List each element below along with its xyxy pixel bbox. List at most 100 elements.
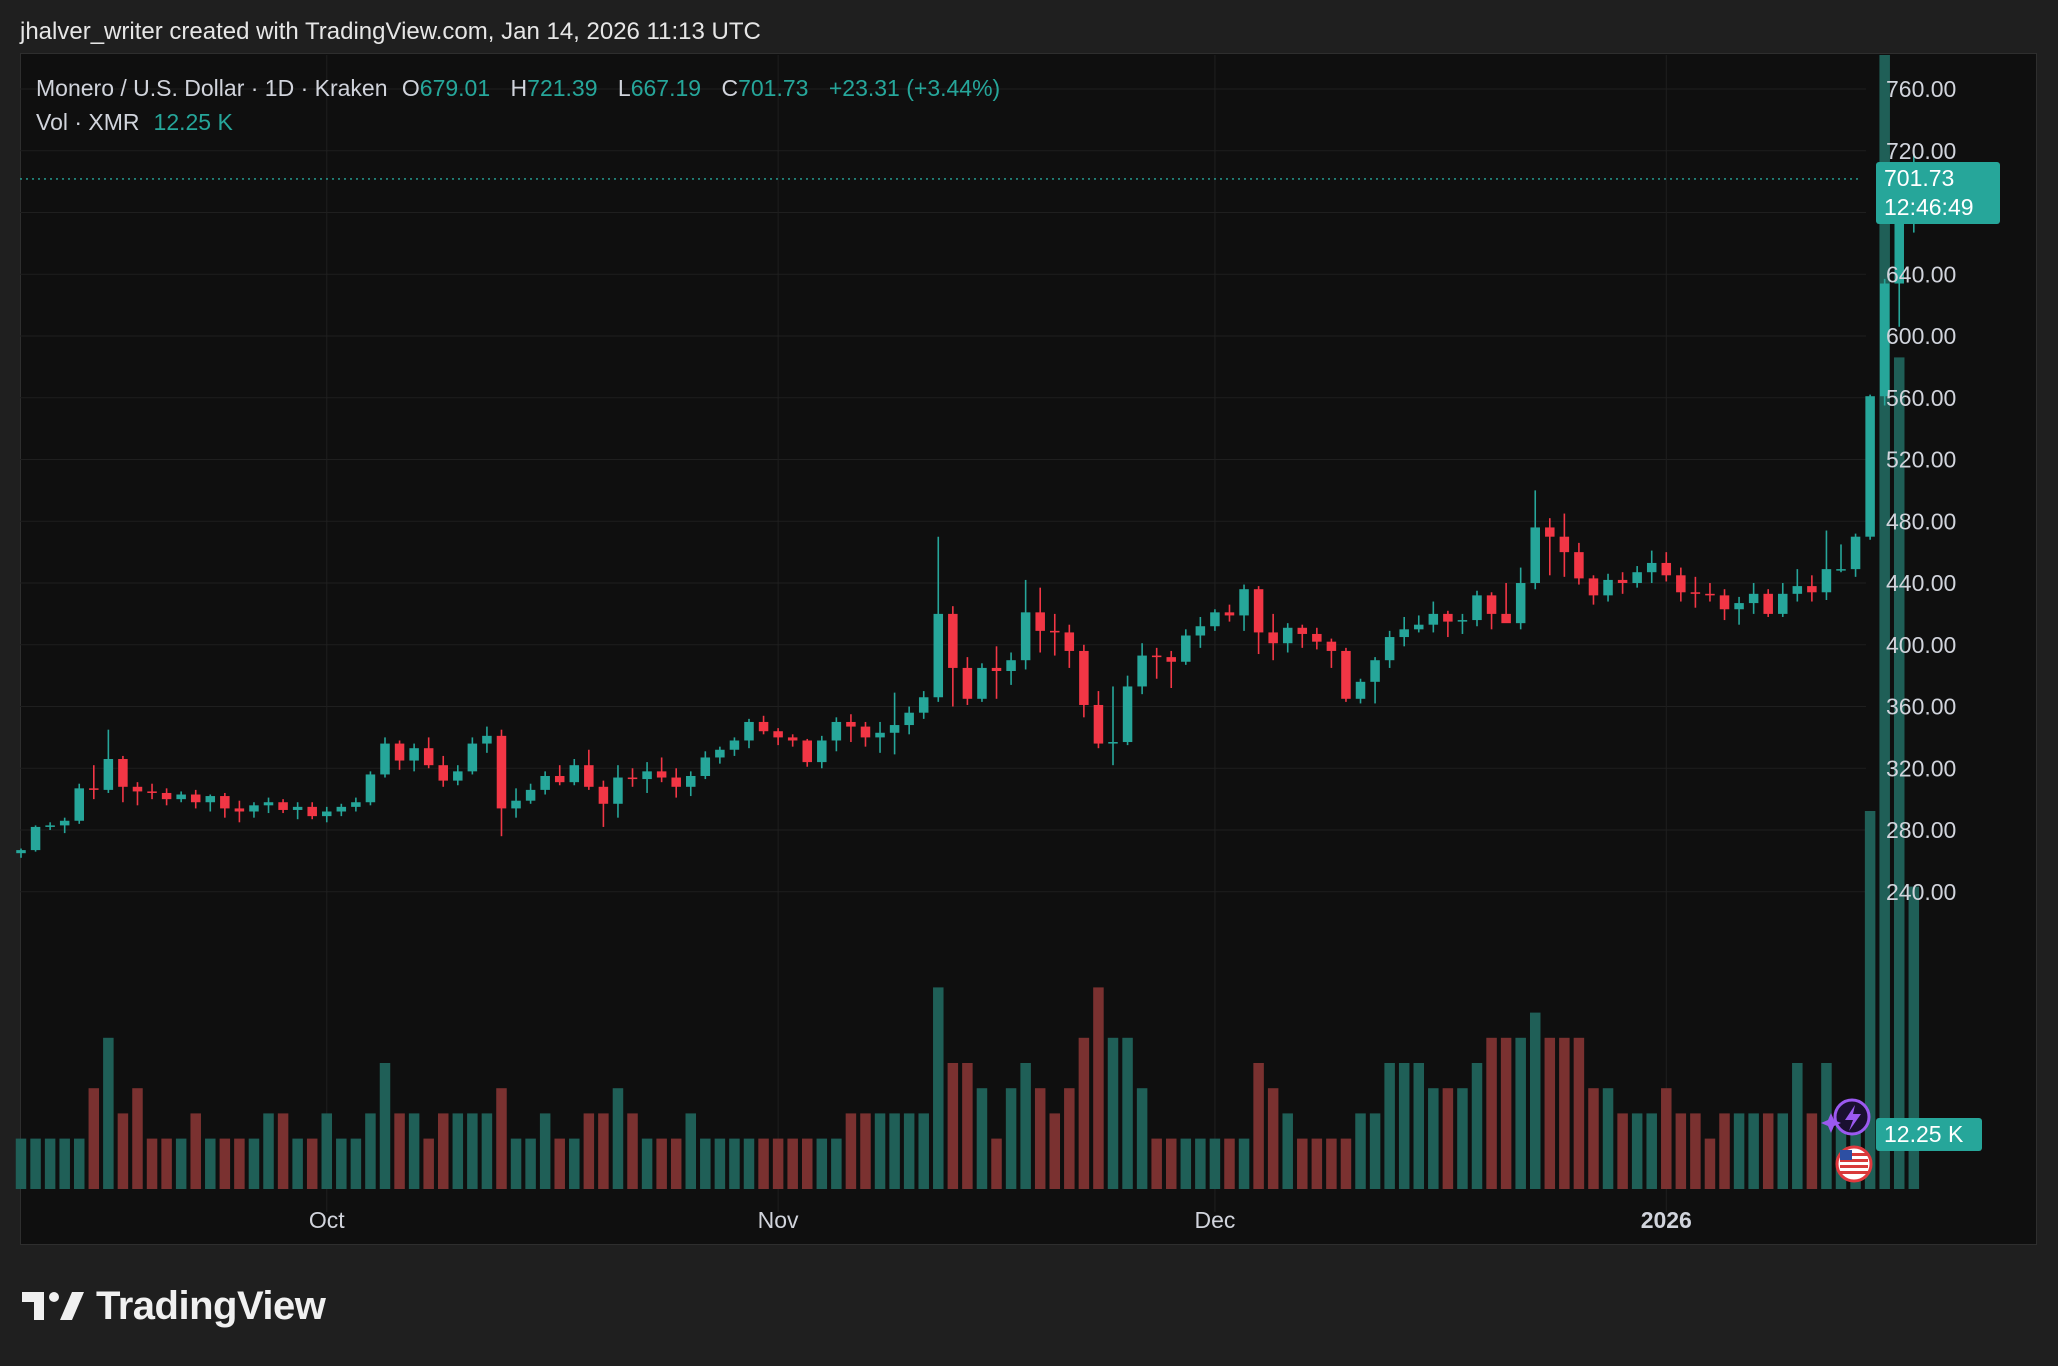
- volume-bar: [1457, 1088, 1468, 1189]
- candle-body: [918, 697, 929, 713]
- volume-bar: [1442, 1088, 1454, 1189]
- candle-body: [1414, 624, 1424, 630]
- tradingview-logo-text: TradingView: [96, 1283, 326, 1328]
- volume-bar: [219, 1138, 231, 1189]
- volume-bar: [874, 1113, 886, 1189]
- volume-bar: [1471, 1063, 1483, 1189]
- legend-high-value: 721.39: [527, 75, 598, 101]
- volume-bars-layer: [15, 55, 1920, 1189]
- candle-body: [1486, 595, 1497, 614]
- candle-body: [1195, 626, 1206, 636]
- candle-body: [322, 811, 332, 817]
- volume-bar: [1282, 1113, 1293, 1189]
- candle-body: [1676, 575, 1686, 593]
- candle-body: [744, 721, 754, 741]
- candle-body: [977, 667, 987, 699]
- volume-bar: [103, 1037, 114, 1189]
- candle-body: [1705, 593, 1715, 596]
- volume-bar: [306, 1138, 318, 1189]
- volume-bar: [1209, 1138, 1221, 1189]
- candle-body: [1282, 627, 1293, 644]
- volume-bar: [1762, 1113, 1774, 1189]
- candle-body: [962, 667, 973, 699]
- volume-bar: [991, 1138, 1002, 1189]
- candle-body: [802, 740, 812, 763]
- volume-bar: [1544, 1037, 1556, 1189]
- us-flag-icon: [1835, 1145, 1873, 1183]
- volume-bar: [1311, 1138, 1323, 1189]
- candles-layer: [16, 149, 1919, 858]
- candle-body: [132, 786, 143, 792]
- y-tick-label: 400.00: [1886, 632, 1956, 658]
- candle-body: [409, 748, 419, 761]
- volume-bar: [277, 1113, 289, 1189]
- volume-bar: [1384, 1063, 1395, 1189]
- volume-bar: [714, 1138, 726, 1189]
- volume-bar: [700, 1138, 711, 1189]
- volume-bar: [1719, 1113, 1730, 1189]
- volume-bar: [1049, 1113, 1061, 1189]
- volume-bar: [1093, 987, 1104, 1189]
- candle-body: [1457, 620, 1468, 622]
- candle-body: [1661, 562, 1672, 576]
- volume-bar: [292, 1138, 303, 1189]
- candle-body: [773, 731, 783, 738]
- candle-body: [1603, 579, 1613, 596]
- candle-body: [16, 850, 26, 854]
- volume-bar: [44, 1138, 56, 1189]
- candle-body: [205, 796, 216, 803]
- legend-close-label: C: [721, 75, 739, 101]
- volume-bar: [1034, 1088, 1046, 1189]
- legend-low-label: L: [617, 75, 631, 101]
- volume-bar: [729, 1138, 740, 1189]
- volume-bar: [1500, 1037, 1512, 1189]
- volume-bar: [1238, 1138, 1250, 1189]
- y-tick-label: 760.00: [1886, 76, 1956, 102]
- legend-volume: Vol · XMR 12.25 K: [36, 109, 233, 136]
- axis-layer: 760.00720.00680.00640.00600.00560.00520.…: [309, 76, 1956, 1233]
- volume-bar: [496, 1088, 507, 1189]
- volume-bar: [1733, 1113, 1745, 1189]
- x-tick-label: Dec: [1194, 1207, 1235, 1233]
- candle-body: [1428, 613, 1439, 625]
- candle-body: [1821, 569, 1832, 593]
- candle-body: [467, 743, 478, 772]
- volume-bar: [831, 1138, 842, 1189]
- volume-bar: [394, 1113, 405, 1189]
- volume-bar: [1704, 1138, 1716, 1189]
- volume-bar: [1253, 1063, 1264, 1189]
- countdown-value: 12:46:49: [1884, 194, 1974, 220]
- volume-bar: [1515, 1037, 1526, 1189]
- candle-body: [831, 721, 842, 741]
- candle-body: [1879, 283, 1890, 397]
- candle-body: [1108, 742, 1118, 744]
- candle-body: [933, 613, 944, 698]
- candle-body: [1020, 612, 1031, 661]
- candle-body: [817, 740, 827, 763]
- candle-body: [380, 743, 390, 775]
- volume-bar: [962, 1063, 973, 1189]
- candle-body: [1035, 612, 1045, 631]
- candle-body: [1239, 589, 1249, 616]
- volume-bar: [1413, 1063, 1425, 1189]
- volume-bar: [1777, 1113, 1789, 1189]
- volume-bar: [583, 1113, 595, 1189]
- tradingview-logo[interactable]: TradingView: [22, 1282, 326, 1330]
- candle-body: [176, 794, 186, 800]
- volume-bar: [30, 1138, 41, 1189]
- candle-body: [889, 725, 900, 733]
- candle-body: [161, 792, 172, 800]
- legend-low-value: 667.19: [630, 75, 702, 101]
- y-tick-label: 240.00: [1886, 879, 1956, 905]
- volume-bar: [1267, 1088, 1279, 1189]
- volume-bar: [685, 1113, 697, 1189]
- volume-bar: [408, 1113, 420, 1189]
- volume-bar: [1617, 1113, 1628, 1189]
- sparkle-icon: [1821, 1113, 1841, 1133]
- candle-body: [278, 802, 288, 810]
- candle-body: [1894, 214, 1904, 284]
- volume-bar: [569, 1138, 580, 1189]
- candle-body: [147, 791, 157, 793]
- candle-body: [1166, 657, 1176, 662]
